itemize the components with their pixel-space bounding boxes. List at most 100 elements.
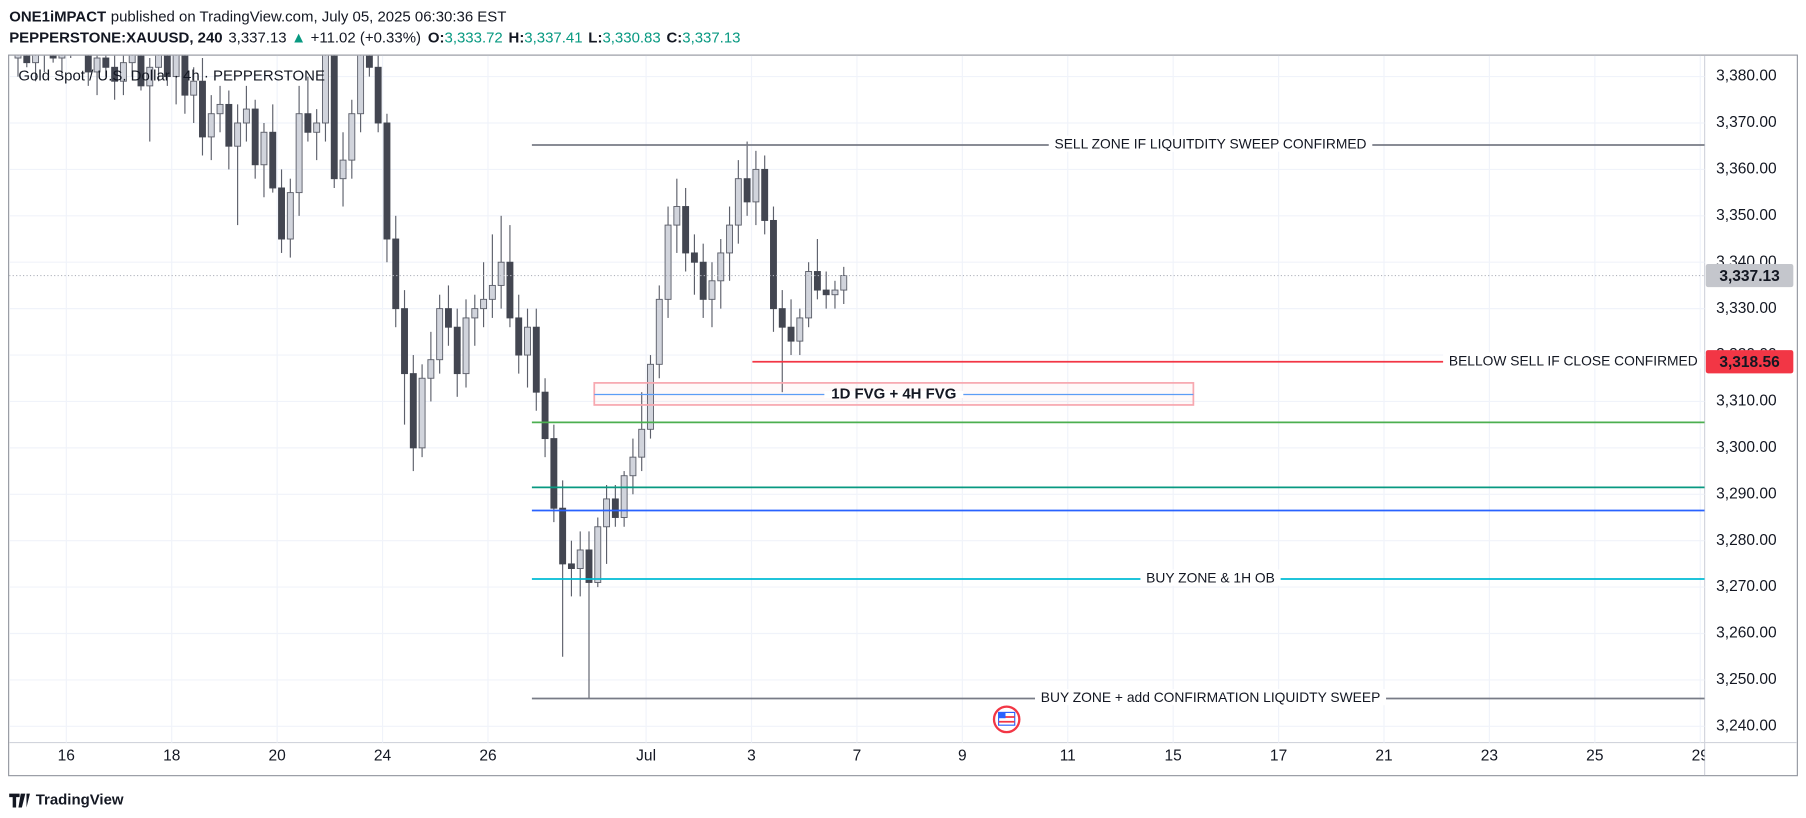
candle-body: [58, 55, 66, 59]
y-tick-label: 3,330.00: [1716, 300, 1777, 317]
candle-body: [690, 252, 698, 263]
time-axis: 16 18 20 24 26 Jul 3 7 9 11 15 17 21 23 25 29: [58, 748, 1709, 765]
candle-body: [339, 159, 347, 180]
candle-body: [638, 428, 646, 458]
candle-body: [655, 298, 663, 365]
candle-body: [603, 498, 611, 528]
candle-body: [831, 289, 839, 296]
candle-body: [199, 80, 206, 138]
x-tick-label: 16: [58, 748, 75, 765]
x-tick-label: 11: [1060, 748, 1076, 765]
candle-body: [550, 438, 558, 509]
candle-body: [436, 308, 444, 361]
fvg-label: 1D FVG + 4H FVG: [831, 385, 956, 402]
candle-body: [181, 55, 189, 96]
candle-body: [524, 326, 531, 356]
candle-body: [796, 317, 804, 342]
candle-body: [234, 122, 242, 147]
candle-body: [515, 317, 523, 356]
label-background: [1035, 689, 1387, 706]
label-background: [1140, 569, 1281, 586]
y-tick-label: 3,240.00: [1716, 717, 1777, 734]
y-tick-label: 3,280.00: [1716, 532, 1777, 549]
candle-body: [216, 103, 224, 115]
level-label: SELL ZONE IF LIQUITDITY SWEEP CONFIRMED: [1055, 136, 1367, 152]
candle-body: [743, 178, 751, 203]
candle-body: [322, 55, 329, 124]
candle-body: [761, 168, 769, 221]
candle-body: [295, 113, 303, 194]
y-tick-label: 3,300.00: [1716, 439, 1777, 456]
x-tick-label: 3: [747, 748, 756, 765]
candle-body: [567, 563, 575, 570]
symbol: PEPPERSTONE:XAUUSD, 240: [9, 29, 222, 46]
candle-body: [348, 113, 356, 161]
candle-body: [418, 377, 426, 449]
candle-body: [611, 498, 619, 518]
price-tags: 3,318.56 3,337.13: [1705, 263, 1794, 374]
ohlc-label: C:: [666, 29, 682, 46]
y-tick-label: 3,260.00: [1716, 625, 1777, 642]
candle-body: [269, 131, 277, 189]
candle-body: [23, 55, 31, 64]
y-tick-label: 3,310.00: [1716, 393, 1777, 410]
ohlc-label: H:: [509, 29, 525, 46]
x-tick-label: 23: [1481, 748, 1498, 765]
candle-body: [462, 317, 470, 375]
label-background: [824, 391, 964, 398]
candle-body: [207, 113, 215, 138]
label-background: [1443, 352, 1704, 369]
level-label: BELLOW SELL IF CLOSE CONFIRMED: [1449, 352, 1698, 368]
candle-body: [673, 206, 681, 226]
price-tag-label: 3,318.56: [1719, 354, 1780, 371]
candle-body: [313, 122, 321, 133]
candle-body: [225, 103, 233, 147]
x-tick-label: 17: [1270, 748, 1287, 765]
candle-body: [111, 66, 119, 82]
candle-body: [286, 192, 294, 240]
y-tick-label: 3,350.00: [1716, 207, 1777, 224]
candle-body: [172, 55, 180, 78]
candle-body: [488, 284, 496, 300]
candle-body: [682, 206, 690, 254]
candle-body: [190, 80, 198, 96]
ohlc-value: 3,337.41: [524, 29, 582, 46]
x-tick-label: 29: [1692, 748, 1709, 765]
candle-body: [427, 359, 435, 379]
candle-body: [532, 326, 540, 393]
candle-body: [119, 62, 127, 82]
candle-body: [304, 113, 312, 133]
candle-body: [805, 271, 813, 319]
candle-body: [699, 261, 707, 300]
brand: TradingView: [36, 792, 124, 809]
candle-body: [365, 55, 373, 68]
candle-body: [251, 108, 259, 166]
candle-body: [278, 187, 285, 240]
x-tick-label: 25: [1586, 748, 1604, 765]
candle-body: [734, 178, 742, 226]
price-axis: 3,240.00 3,250.00 3,260.00 3,270.00 3,280.00…: [1716, 68, 1777, 735]
x-tick-label: 20: [268, 748, 286, 765]
candle-body: [444, 308, 452, 328]
publisher: ONE1iMPACT: [9, 8, 107, 25]
price-tag: [1705, 263, 1794, 288]
y-tick-label: 3,290.00: [1716, 485, 1777, 502]
candle-body: [453, 326, 461, 375]
candle-body: [401, 308, 408, 375]
price-tag-label: 3,337.13: [1719, 268, 1780, 285]
candle-body: [506, 261, 514, 319]
publish-line: ONE1iMPACT published on TradingView.com, …: [9, 8, 506, 25]
change-arrow: ▲: [291, 29, 306, 46]
candle-body: [260, 131, 268, 166]
candle-body: [840, 275, 848, 291]
x-tick-label: 26: [479, 748, 496, 765]
candle-body: [813, 271, 821, 291]
candle-body: [357, 55, 365, 115]
candle-body: [146, 66, 154, 87]
level-label: BUY ZONE + add CONFIRMATION LIQUIDTY SWE…: [1041, 689, 1381, 705]
candle-body: [93, 57, 101, 73]
candle-body: [480, 298, 488, 310]
candle-body: [374, 66, 382, 124]
